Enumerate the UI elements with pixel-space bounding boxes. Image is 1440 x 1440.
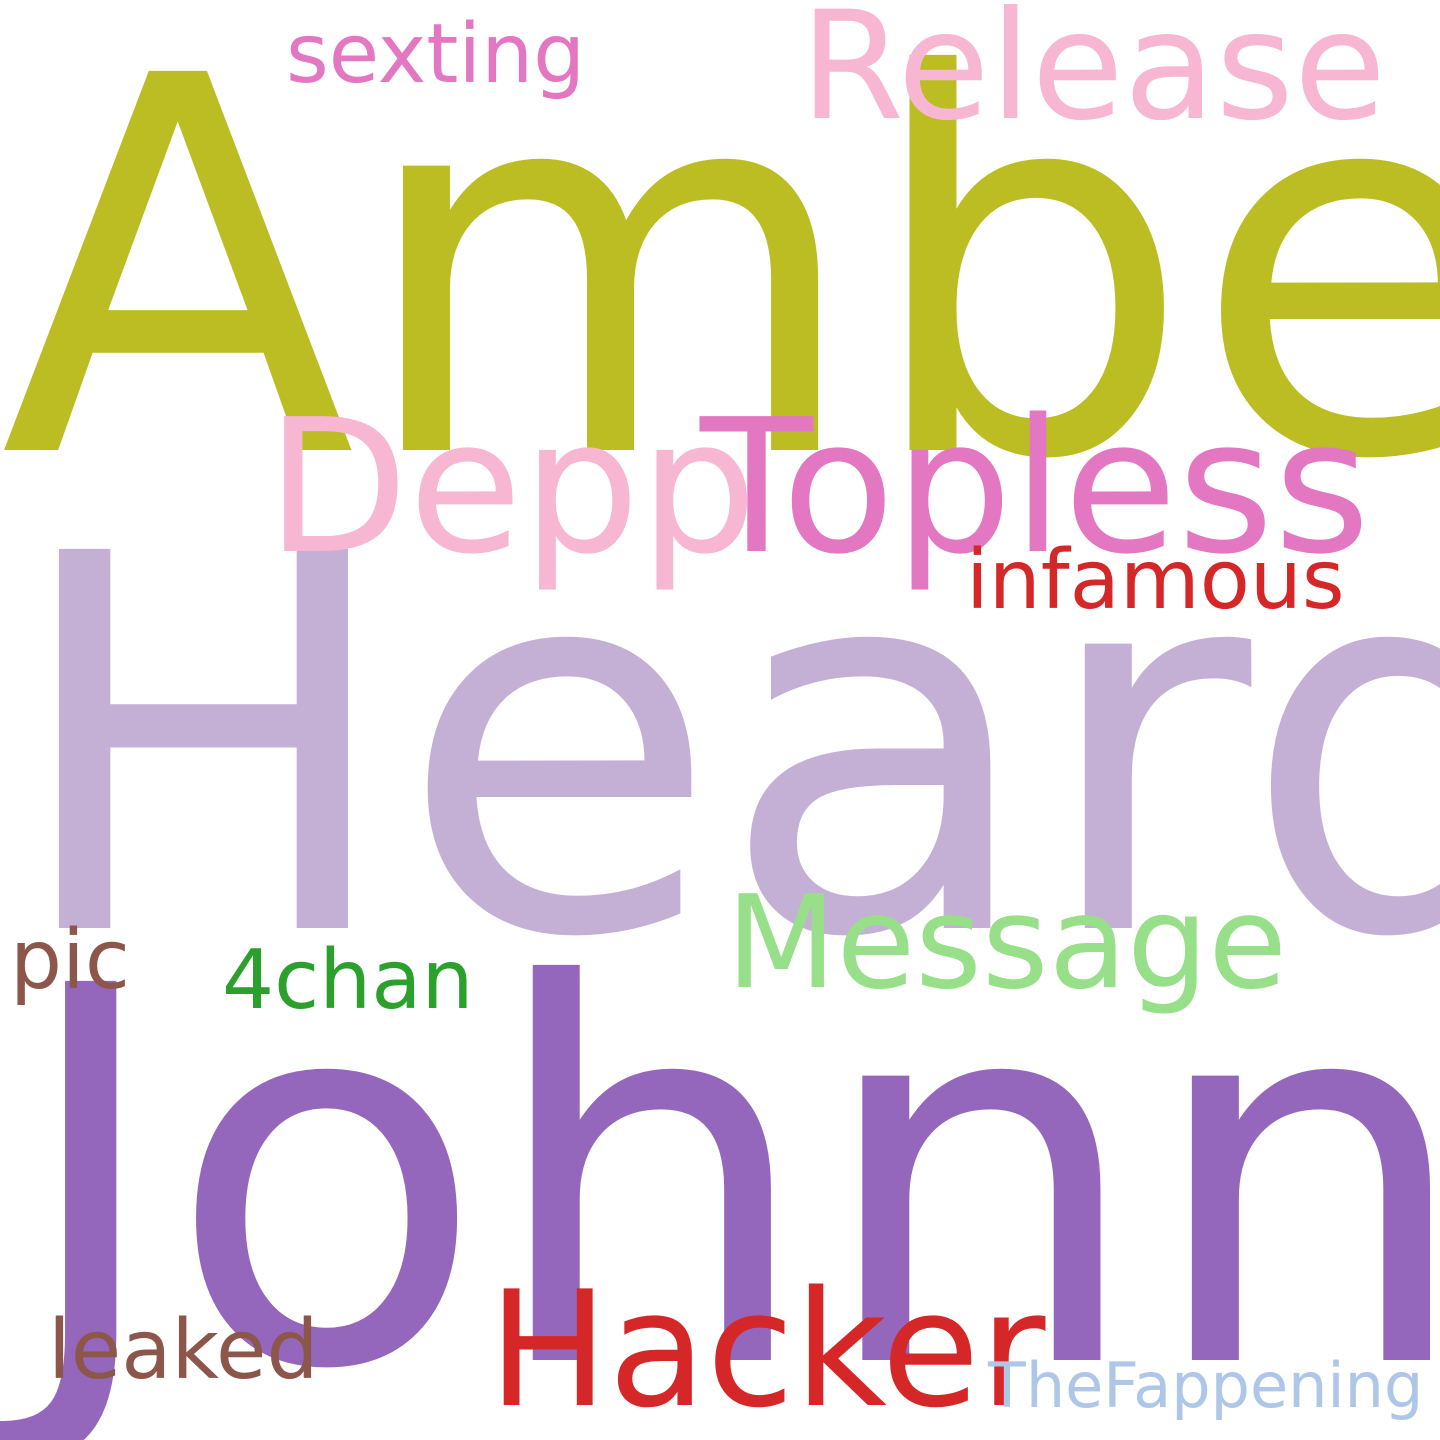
word-message: Message xyxy=(726,869,1287,1018)
word-topless: Topless xyxy=(700,379,1371,595)
word-release: Release xyxy=(800,0,1387,154)
word-amber: Amber xyxy=(0,0,1440,573)
word-leaked: leaked xyxy=(48,1303,319,1398)
word-depp: Depp xyxy=(266,379,758,595)
word-sexting: sexting xyxy=(286,7,586,102)
word-thefappening: TheFappening xyxy=(988,1349,1424,1422)
word-hacker: Hacker xyxy=(488,1256,1046,1440)
word-heard: Heard xyxy=(8,445,1440,1051)
word-4chan: 4chan xyxy=(222,933,474,1028)
word-johnny: Johnny xyxy=(14,877,1440,1440)
word-pic: pic xyxy=(10,913,130,1008)
word-infamous: infamous xyxy=(966,533,1345,628)
